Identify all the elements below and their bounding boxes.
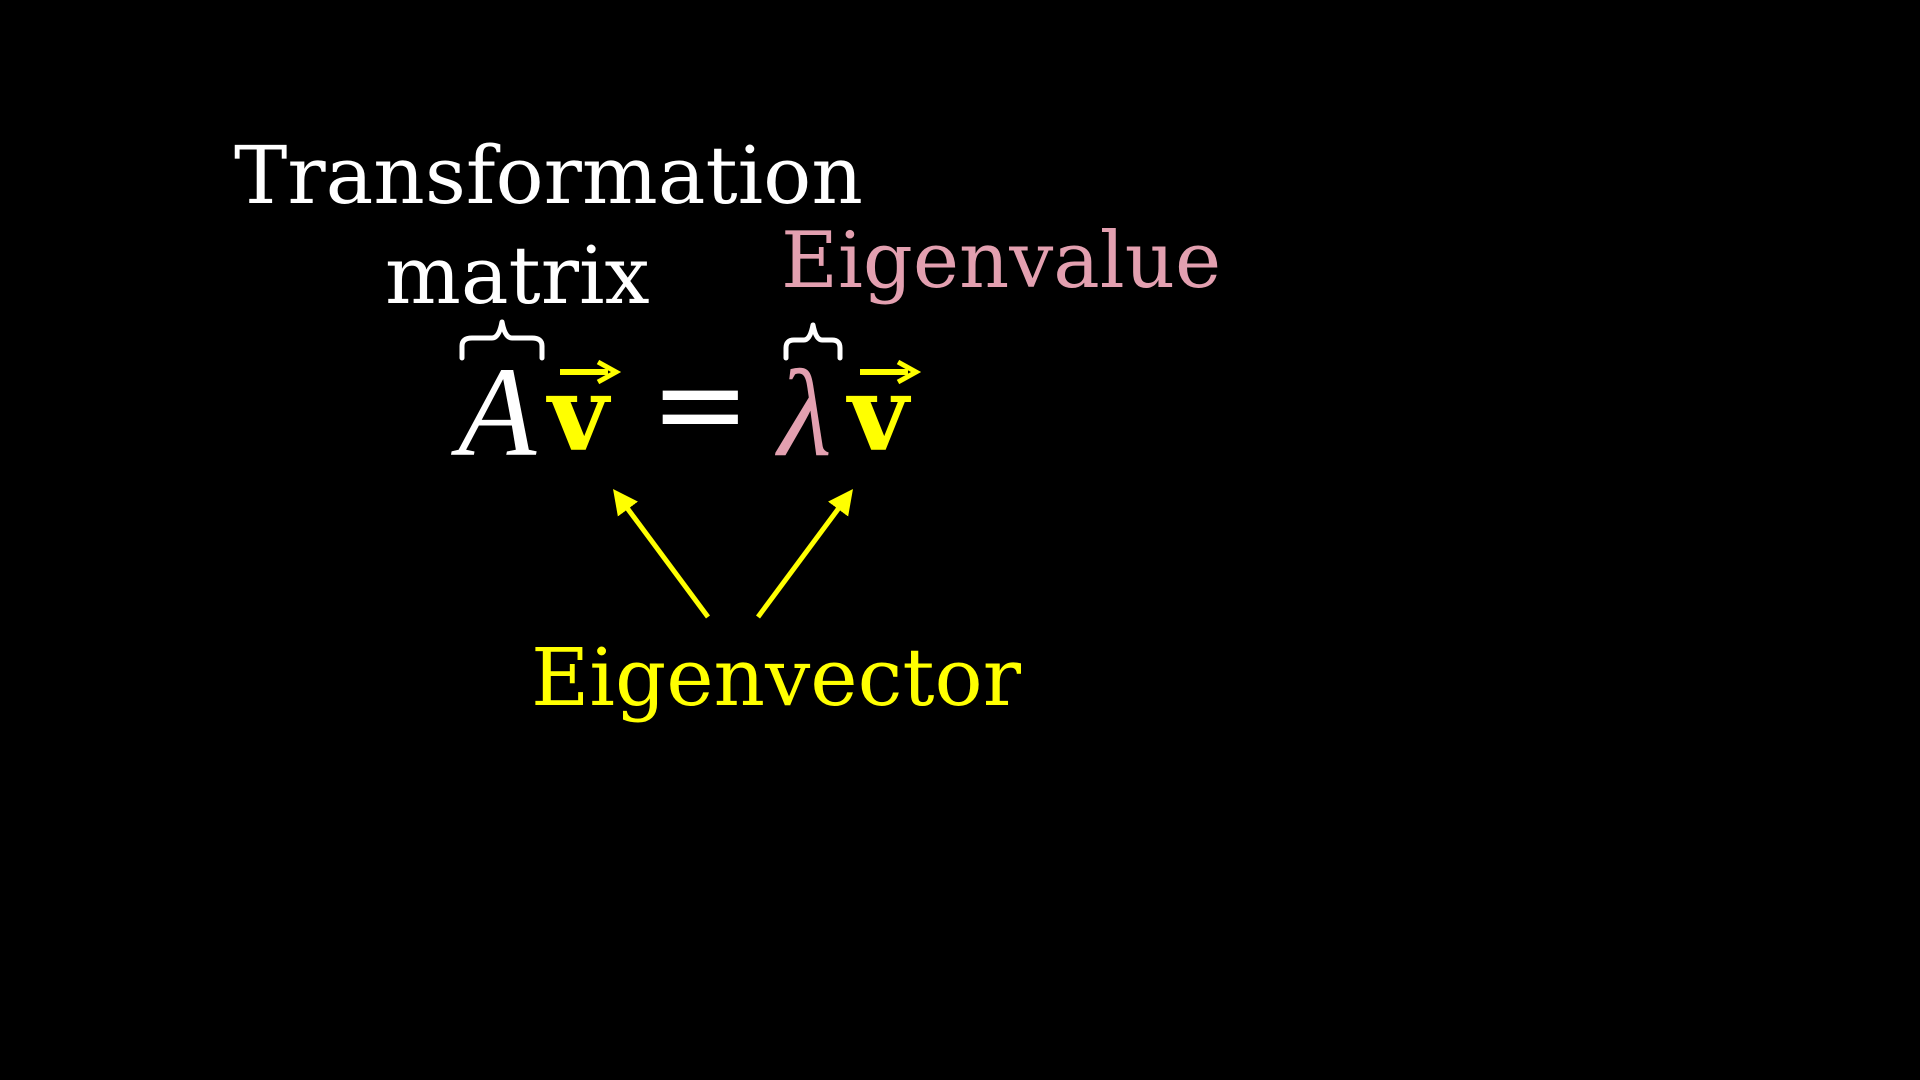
lambda-symbol: λ (778, 345, 832, 482)
overbrace-matrix (459, 319, 545, 361)
arrow-to-left-vector (613, 488, 711, 619)
equals-sign: = (650, 335, 751, 474)
overbrace-eigenvalue (783, 322, 843, 361)
eigenvalue-label: Eigenvalue (781, 216, 1222, 306)
vector-arrow-right (860, 359, 922, 385)
transformation-label-line2: matrix (385, 229, 650, 322)
vector-symbol-right: v (848, 352, 909, 475)
arrow-to-right-vector (755, 488, 853, 619)
matrix-symbol: A (458, 341, 537, 483)
vector-arrow-left (560, 359, 622, 385)
eigenvector-pointer-arrows (613, 488, 853, 619)
vector-symbol-left: v (548, 352, 609, 475)
transformation-label-line1: Transformation (234, 129, 863, 222)
eigenvector-label: Eigenvector (531, 631, 1021, 724)
